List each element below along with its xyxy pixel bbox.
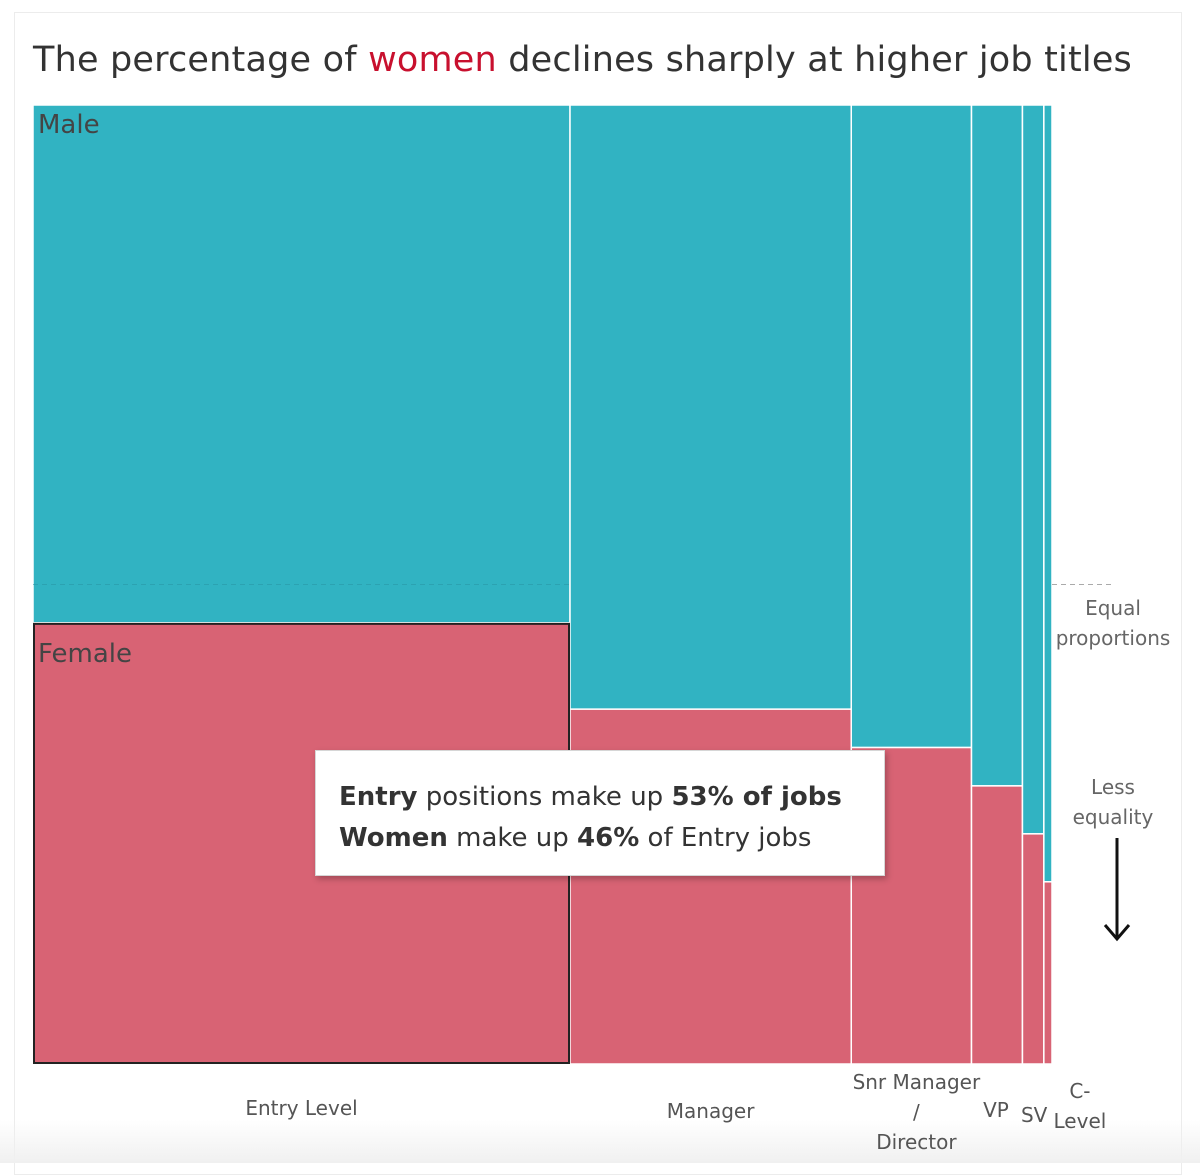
bar-female	[970, 785, 1024, 1065]
tick-label: SV	[1021, 1103, 1048, 1127]
tick-label: Manager	[667, 1099, 755, 1123]
tick-label: C-	[1069, 1079, 1090, 1103]
bar-male	[1021, 104, 1045, 835]
bar-male	[569, 104, 853, 710]
tooltip-text: positions make up	[417, 782, 672, 812]
tooltip-line-2: Women make up 46% of Entry jobs	[339, 818, 884, 859]
tooltip-bold-pct: 46%	[577, 823, 640, 853]
bar-male	[32, 104, 571, 624]
tick-label: Level	[1054, 1109, 1107, 1133]
series-label-male: Male	[38, 110, 100, 140]
bar-female	[1021, 833, 1045, 1065]
chart-title: The percentage of women declines sharply…	[33, 40, 1132, 80]
tick-label: Director	[876, 1130, 957, 1154]
tooltip-line-1: Entry positions make up 53% of jobs	[339, 777, 884, 818]
reference-label: Equal	[1085, 596, 1141, 620]
tick-label: VP	[983, 1098, 1009, 1122]
reference-label: proportions	[1056, 626, 1171, 650]
down-arrow-head-icon	[1103, 924, 1131, 942]
tooltip: Entry positions make up 53% of jobs Wome…	[315, 750, 885, 876]
title-highlight: women	[368, 40, 497, 80]
tooltip-bold-share: 53% of jobs	[671, 782, 842, 812]
series-label-female: Female	[38, 639, 132, 669]
tooltip-bold-women: Women	[339, 823, 448, 853]
tooltip-text: of Entry jobs	[639, 823, 812, 853]
bottom-fade	[0, 1120, 1200, 1163]
bar-female	[1043, 881, 1053, 1065]
bar-male	[850, 104, 973, 749]
tooltip-text: make up	[447, 823, 578, 853]
annotation-label: Less	[1091, 775, 1135, 799]
tick-label: Snr Manager	[853, 1070, 981, 1094]
annotation-label: equality	[1073, 805, 1154, 829]
title-suffix: declines sharply at higher job titles	[496, 40, 1132, 80]
bar-male	[1043, 104, 1053, 883]
bar-male	[970, 104, 1024, 787]
title-prefix: The percentage of	[33, 40, 369, 80]
tick-label: Entry Level	[245, 1096, 357, 1120]
tooltip-bold-entry: Entry	[339, 782, 418, 812]
tick-label: /	[913, 1100, 920, 1124]
